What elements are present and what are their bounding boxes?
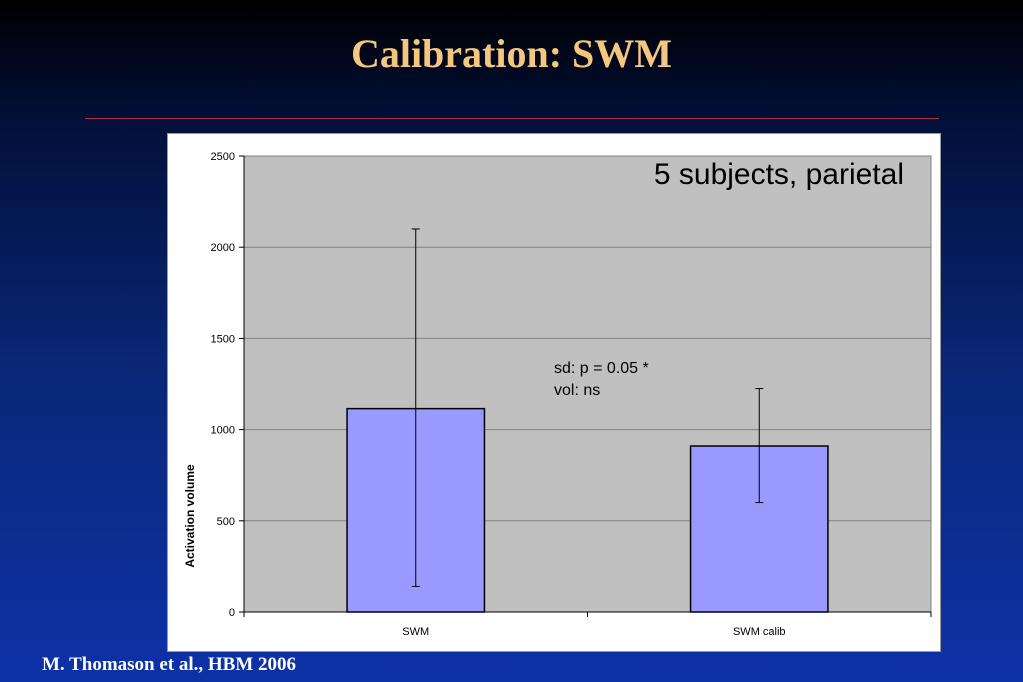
x-tick-label: SWM calib	[733, 626, 786, 638]
y-tick-labels: 0 500 1000 1500 2000 2500	[211, 151, 235, 619]
y-tick-label: 2500	[211, 151, 235, 163]
x-tick-labels: SWM SWM calib	[402, 626, 785, 638]
axes	[239, 155, 932, 617]
x-tick-label: SWM	[402, 626, 429, 638]
y-tick-label: 1500	[211, 333, 235, 345]
citation: M. Thomason et al., HBM 2006	[42, 654, 297, 675]
error-bars	[411, 228, 764, 587]
annotation-subjects: 5 subjects, parietal	[654, 158, 904, 191]
annotation-stats-vol: vol: ns	[554, 382, 600, 399]
y-axis-label: Activation volume	[183, 464, 197, 568]
y-tick-label: 2000	[211, 242, 235, 254]
annotation-stats-sd: sd: p = 0.05 *	[554, 360, 649, 377]
slide-title: Calibration: SWM	[350, 31, 673, 76]
y-tick-label: 0	[229, 607, 235, 619]
title-divider	[85, 118, 939, 119]
y-tick-label: 1000	[211, 425, 235, 437]
bar-chart: 0 500 1000 1500 2000 2500 SWM SWM calib Activa…	[183, 151, 932, 638]
y-tick-label: 500	[217, 516, 235, 528]
chart-panel: 0 500 1000 1500 2000 2500 SWM SWM calib Activa…	[167, 133, 941, 652]
